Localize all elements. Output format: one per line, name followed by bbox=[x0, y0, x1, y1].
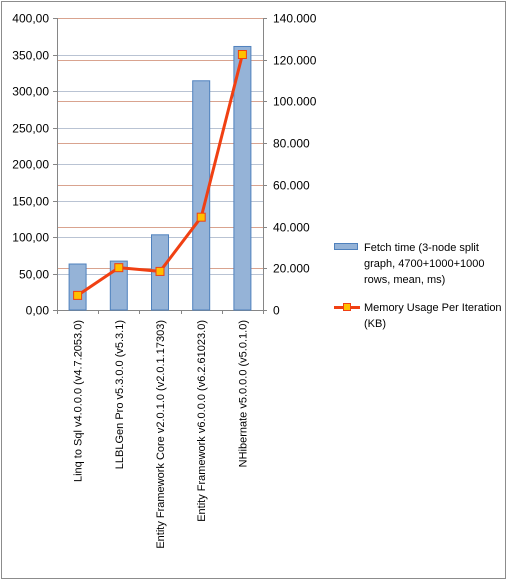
y-right-tick-label: 140.000 bbox=[273, 12, 317, 26]
y-left-tick-label: 200,00 bbox=[12, 158, 49, 172]
x-category-label: Linq to Sql v4.0.0.0 (v4.7.2053.0) bbox=[73, 320, 85, 482]
legend: Fetch time (3-node split graph, 4700+100… bbox=[334, 240, 504, 344]
legend-item-memory-usage: Memory Usage Per Iteration (KB) bbox=[334, 300, 504, 332]
x-category-label: Entity Framework Core v2.0.1.0 (v2.0.1.1… bbox=[155, 320, 167, 549]
x-category-label: Entity Framework v6.0.0.0 (v6.2.61023.0) bbox=[196, 320, 208, 522]
point-memory-usage bbox=[155, 266, 165, 276]
bar-fetch-time bbox=[233, 45, 252, 311]
y-right-tick-label: 40.000 bbox=[273, 221, 310, 235]
y-right-tick-label: 60.000 bbox=[273, 179, 310, 193]
y-right-tick-label: 0 bbox=[273, 304, 280, 318]
legend-label-memory-usage: Memory Usage Per Iteration (KB) bbox=[364, 302, 502, 330]
legend-item-fetch-time: Fetch time (3-node split graph, 4700+100… bbox=[334, 240, 504, 288]
legend-line-swatch bbox=[334, 300, 360, 314]
y-right-tick-label: 100.000 bbox=[273, 95, 317, 109]
point-memory-usage bbox=[196, 212, 206, 222]
y-left-tick-label: 100,00 bbox=[12, 231, 49, 245]
bar-fetch-time bbox=[109, 260, 128, 311]
x-category-label: NHibernate v5.0.0.0 (v5.0.1.0) bbox=[237, 320, 249, 467]
y-left-tick-label: 0,00 bbox=[26, 304, 50, 318]
legend-bar-swatch bbox=[334, 240, 360, 254]
point-memory-usage bbox=[114, 263, 124, 273]
y-left-tick-label: 400,00 bbox=[12, 12, 49, 26]
y-right-tick-label: 20.000 bbox=[273, 262, 310, 276]
chart-svg: 0,00 50,00 100,00 150,00 200,00 250,00 300,00 3… bbox=[12, 12, 317, 549]
y-left-tick-label: 250,00 bbox=[12, 122, 49, 136]
bar-fetch-time bbox=[192, 80, 211, 311]
point-memory-usage bbox=[73, 290, 83, 300]
y-right-tick-label: 80.000 bbox=[273, 137, 310, 151]
y-left-tick-label: 300,00 bbox=[12, 85, 49, 99]
bar-fetch-time bbox=[68, 263, 87, 311]
y-left-tick-label: 350,00 bbox=[12, 49, 49, 63]
y-left-tick-label: 50,00 bbox=[19, 268, 49, 282]
y-left-tick-label: 150,00 bbox=[12, 195, 49, 209]
point-memory-usage bbox=[237, 50, 247, 59]
y-right-tick-label: 120.000 bbox=[273, 54, 317, 68]
x-category-label: LLBLGen Pro v5.3.0.0 (v5.3.1) bbox=[114, 320, 126, 469]
legend-label-fetch-time: Fetch time (3-node split graph, 4700+100… bbox=[364, 242, 485, 286]
